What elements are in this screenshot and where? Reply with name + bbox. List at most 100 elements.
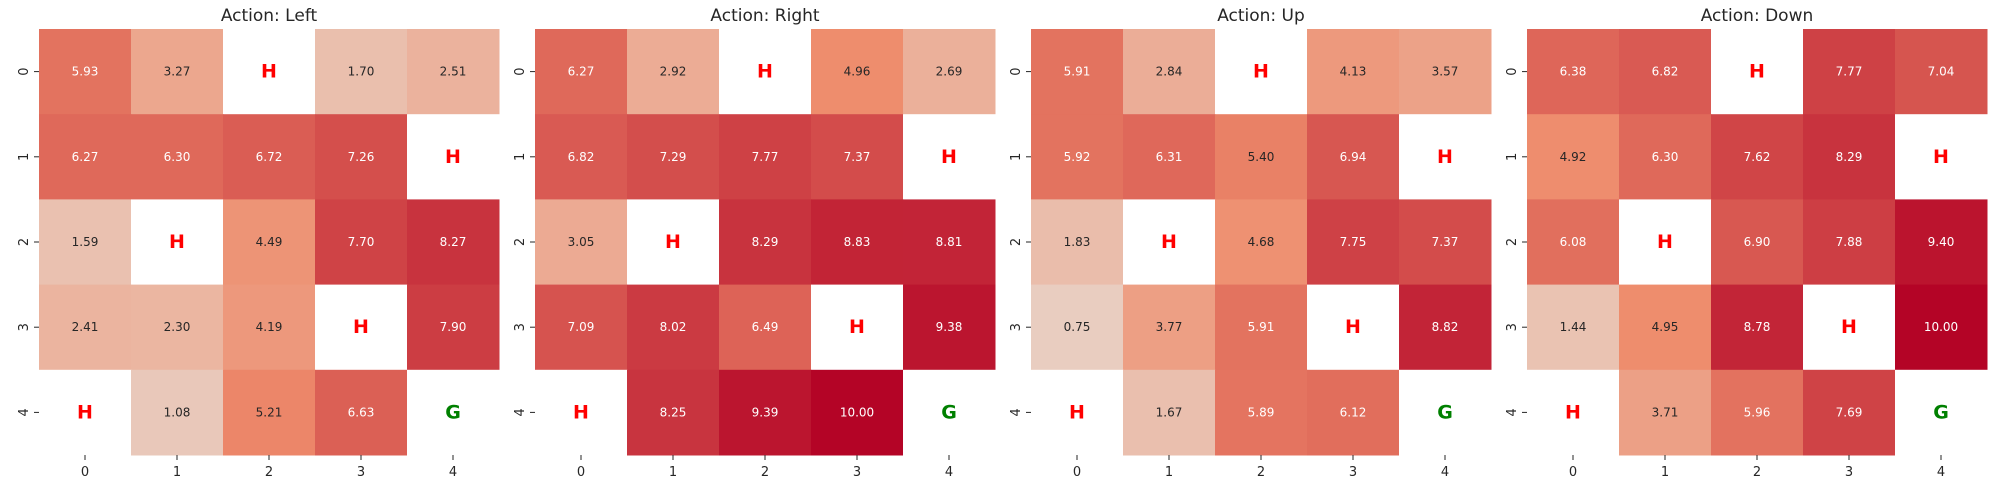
cell-value-label: 9.39 (752, 405, 779, 419)
heatmap-cell (627, 114, 720, 200)
cell-value-label: 2.84 (1156, 65, 1183, 79)
heatmap-cell (903, 284, 996, 371)
heatmap-panel-3: Action: Down 6.38 6.82 H 7.77 7.04 4.92 6.30 7.6… (1505, 6, 1988, 480)
y-tick-label: 2 (513, 238, 528, 246)
y-tick-label: 3 (1009, 323, 1024, 331)
heatmap-cell (719, 199, 812, 286)
cell-value-label: 8.83 (844, 235, 871, 249)
hole-marker-label: H (1253, 61, 1269, 83)
heatmap-cell (223, 114, 316, 200)
x-tick-label: 4 (1441, 465, 1449, 480)
cell-value-label: 7.37 (844, 150, 871, 164)
heatmap-cell (1895, 29, 1988, 115)
x-tick-label: 1 (669, 465, 677, 480)
heatmap-cell (1123, 369, 1216, 456)
hole-marker-label: H (445, 146, 461, 168)
cell-value-label: 6.08 (1560, 235, 1587, 249)
heatmap-cell (811, 369, 904, 456)
heatmap-cell (1123, 29, 1216, 115)
heatmap-cell (1307, 114, 1400, 200)
heatmap-cell (1527, 199, 1620, 286)
cell-value-label: 6.30 (164, 150, 191, 164)
cell-value-label: 3.57 (1432, 65, 1459, 79)
heatmap-cell (1895, 369, 1988, 456)
cell-value-label: 1.67 (1156, 405, 1183, 419)
heatmap-cell (39, 29, 132, 115)
cell-value-label: 10.00 (1924, 320, 1958, 334)
heatmap-cell (535, 369, 628, 456)
cell-value-label: 2.41 (72, 320, 99, 334)
y-tick-label: 0 (513, 67, 528, 75)
y-tick-label: 1 (1009, 153, 1024, 161)
heatmap-cell (1803, 369, 1896, 456)
heatmap-cell (223, 284, 316, 371)
y-tick-label: 3 (513, 323, 528, 331)
y-tick-label: 2 (1009, 238, 1024, 246)
x-tick-label: 2 (761, 465, 769, 480)
heatmap-cell (1123, 284, 1216, 371)
heatmap-cell (719, 369, 812, 456)
heatmap-cell (811, 114, 904, 200)
hole-marker-label: H (1345, 316, 1361, 338)
cell-value-label: 8.81 (936, 235, 963, 249)
goal-marker-label: G (1437, 401, 1453, 423)
hole-marker-label: H (1069, 401, 1085, 423)
heatmap-cell (535, 29, 628, 115)
heatmap-cell (1711, 284, 1804, 371)
heatmap-cell (315, 29, 408, 115)
heatmap-cell (131, 284, 224, 371)
heatmap-cell (1711, 114, 1804, 200)
heatmap-cell (811, 199, 904, 286)
cell-value-label: 9.40 (1928, 235, 1955, 249)
cell-value-label: 6.82 (568, 150, 595, 164)
hole-marker-label: H (261, 61, 277, 83)
heatmap-cell (719, 284, 812, 371)
cell-value-label: 3.77 (1156, 320, 1183, 334)
cell-value-label: 4.95 (1652, 320, 1679, 334)
hole-marker-label: H (1657, 231, 1673, 253)
cell-value-label: 4.96 (844, 65, 871, 79)
cell-value-label: 2.51 (440, 65, 467, 79)
panel-title: Action: Down (1701, 6, 1814, 26)
cell-value-label: 2.92 (660, 65, 687, 79)
heatmap-cell (1215, 114, 1308, 200)
cell-value-label: 3.71 (1652, 405, 1679, 419)
cell-value-label: 5.93 (72, 65, 99, 79)
heatmap-cell (719, 114, 812, 200)
cell-value-label: 0.75 (1064, 320, 1091, 334)
heatmap-cell (627, 199, 720, 286)
y-tick-label: 0 (1009, 67, 1024, 75)
heatmap-cell (1215, 29, 1308, 115)
y-tick-label: 4 (1009, 408, 1024, 416)
heatmap-cell (627, 369, 720, 456)
cell-value-label: 6.27 (568, 65, 595, 79)
heatmap-cell (1527, 29, 1620, 115)
cell-value-label: 3.05 (568, 235, 595, 249)
panel-title: Action: Left (221, 6, 318, 26)
y-tick-label: 4 (17, 408, 32, 416)
heatmap-cell (223, 29, 316, 115)
heatmap-cell (407, 199, 500, 286)
cell-value-label: 6.63 (348, 405, 375, 419)
heatmap-cell (1399, 284, 1492, 371)
heatmap-cell (1711, 369, 1804, 456)
hole-marker-label: H (1437, 146, 1453, 168)
cell-value-label: 6.90 (1744, 235, 1771, 249)
cell-value-label: 7.90 (440, 320, 467, 334)
heatmap-cell (535, 284, 628, 371)
hole-marker-label: H (941, 146, 957, 168)
heatmap-cell (315, 284, 408, 371)
heatmap-cell (39, 114, 132, 200)
cell-value-label: 5.89 (1248, 405, 1275, 419)
cell-value-label: 6.82 (1652, 65, 1679, 79)
heatmap-cell (1031, 199, 1124, 286)
heatmap-cell (811, 284, 904, 371)
cell-value-label: 6.27 (72, 150, 99, 164)
heatmap-cell (1711, 199, 1804, 286)
heatmap-cell (1895, 114, 1988, 200)
heatmap-cell (407, 29, 500, 115)
heatmap-cell (1399, 29, 1492, 115)
cell-value-label: 5.92 (1064, 150, 1091, 164)
heatmap-cell (1215, 369, 1308, 456)
heatmap-cell (1619, 29, 1712, 115)
